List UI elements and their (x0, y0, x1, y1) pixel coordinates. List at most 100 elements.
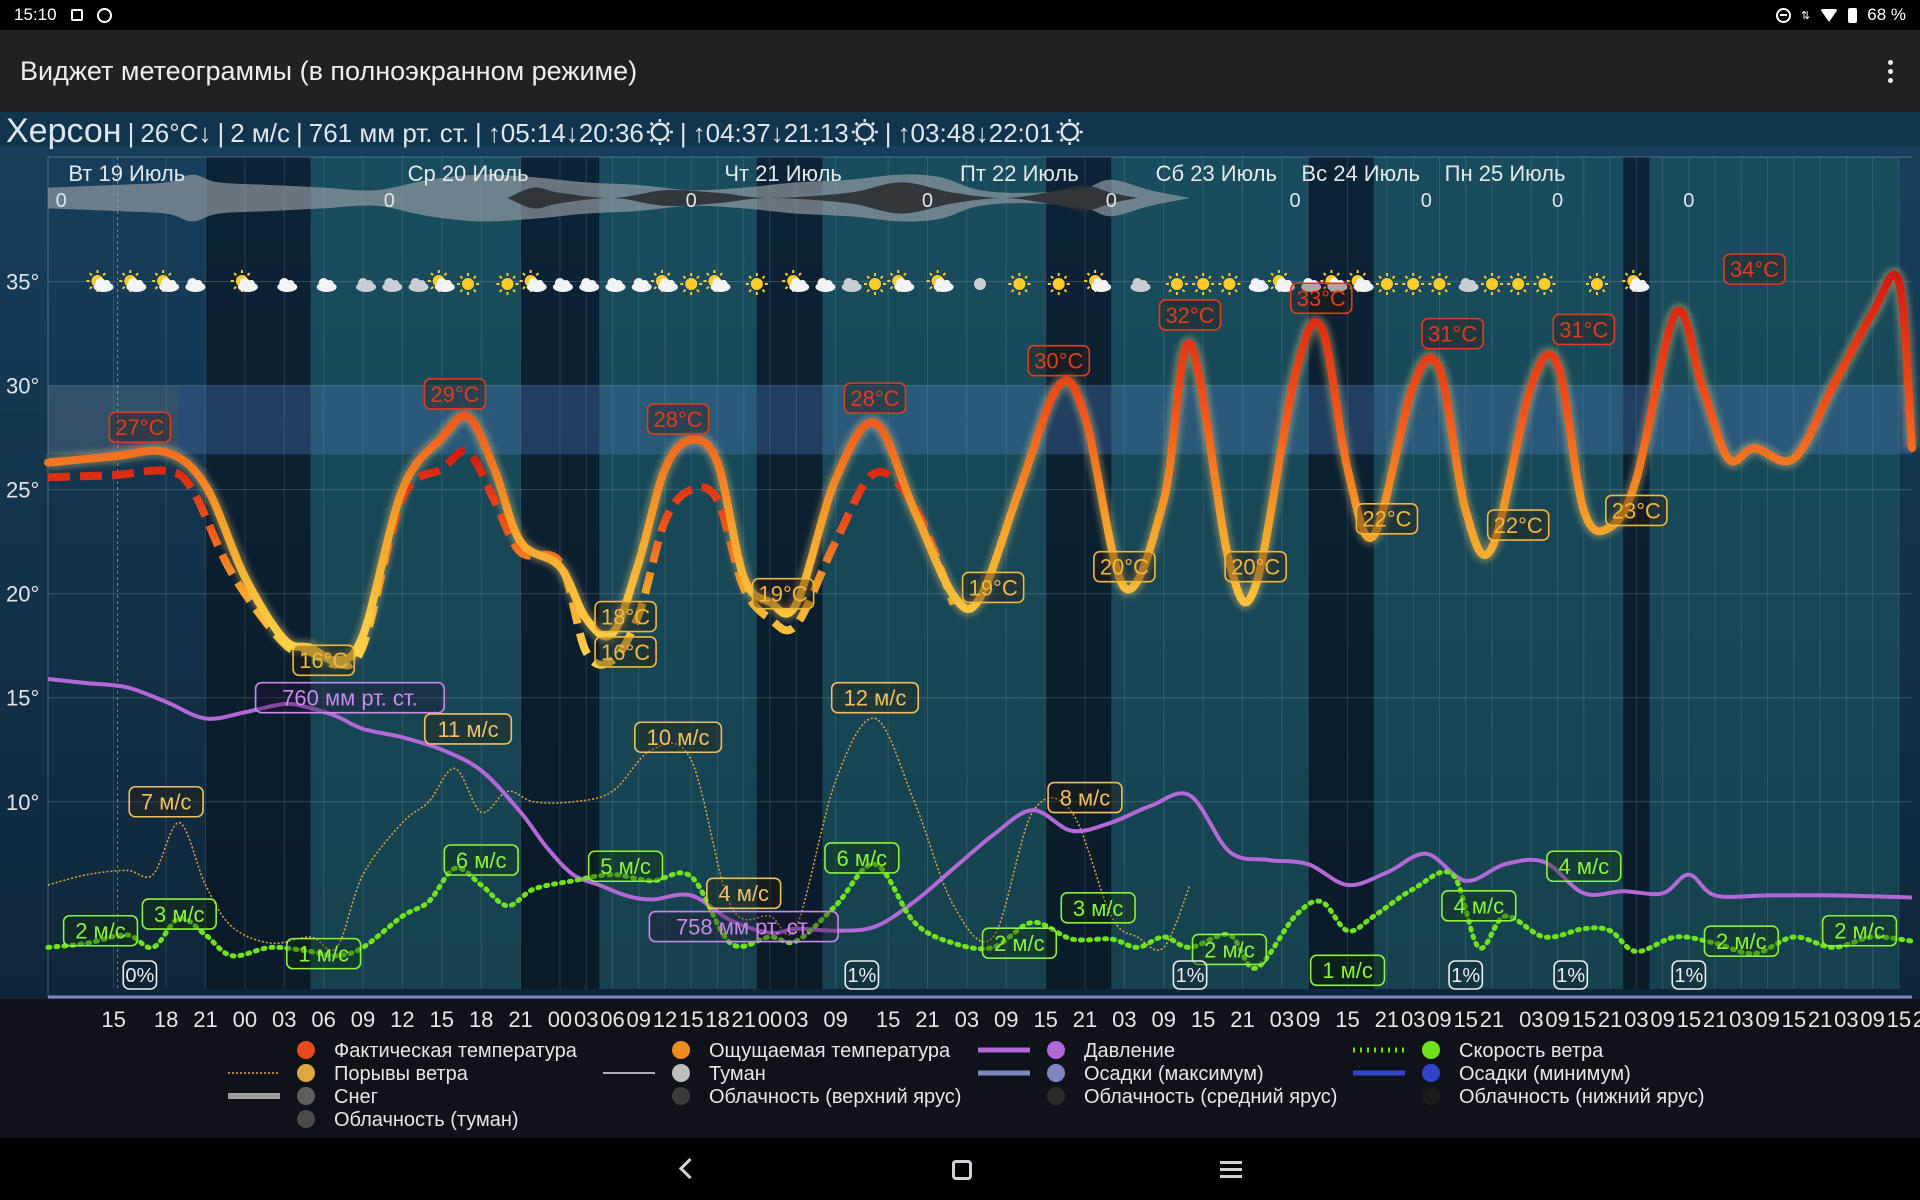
x-tick-label: 21 (193, 1007, 217, 1032)
x-tick-label: 21 (1073, 1007, 1097, 1032)
sun-ray (682, 288, 687, 293)
x-tick-label: 21 (1703, 1007, 1727, 1032)
x-tick-label: 15 (430, 1007, 454, 1032)
sun-ray (798, 272, 802, 277)
x-tick-label: 15 (1572, 1007, 1596, 1032)
sun-ray (866, 275, 871, 280)
x-tick-label: 21 (1375, 1007, 1399, 1032)
x-tick-label: 03 (1112, 1007, 1136, 1032)
back-button[interactable] (670, 1152, 706, 1186)
cloud-puff (798, 280, 807, 288)
day-band (1373, 157, 1624, 989)
wind-speed-label: 2 м/с (1834, 919, 1885, 944)
temperature-label: 19°C (759, 582, 808, 607)
day-label: Сб 23 Июль (1156, 161, 1277, 186)
sun-ray (430, 272, 434, 277)
sun-disc (1433, 278, 1446, 290)
temperature-label: 16°C (299, 648, 348, 673)
sun-ray (682, 275, 687, 280)
weather-icon-sunny-cloud (782, 270, 810, 292)
temperature-label-box (646, 403, 710, 435)
cloud-puff (1283, 280, 1292, 288)
sun-ray (1444, 275, 1448, 280)
sun-ray (1404, 275, 1409, 280)
temperature-label-box (961, 571, 1025, 604)
x-tick-label: 18 (469, 1007, 493, 1032)
sun-ray (719, 272, 723, 277)
weather-icon-cloudy-night (408, 278, 429, 292)
cloud-zero-label: 0 (56, 190, 67, 212)
weather-icon-partly-cloudy (887, 270, 915, 292)
current-wind: 2 м/с (230, 118, 290, 148)
x-tick-label: 15 (1782, 1007, 1806, 1032)
weather-icon-cloudy (185, 278, 206, 292)
day-band (1649, 157, 1899, 989)
temperature-label-box (1552, 313, 1616, 346)
weather-icon-sunny (1480, 273, 1503, 295)
wind-speed-label-box (443, 844, 519, 876)
wind-speed-label: 6 м/с (837, 846, 888, 871)
day-label: Вс 24 Июль (1301, 161, 1420, 186)
wind-speed-label-box (1821, 914, 1898, 947)
sun-ray (1208, 288, 1212, 293)
weather-icon-sunny (1192, 273, 1215, 295)
cloud-puff (391, 280, 400, 288)
temperature-label-box (423, 378, 487, 410)
sun-ray (154, 285, 159, 290)
cloud-puff (561, 280, 570, 288)
sun-ray (649, 138, 654, 143)
wind-speed-label-box (141, 898, 217, 930)
wind-speed-label: 4 м/с (1559, 854, 1610, 879)
sun-ray (473, 275, 477, 280)
precip-label-box (1172, 960, 1208, 990)
x-tick-label: 09 (1545, 1007, 1569, 1032)
sun-disc (1170, 278, 1183, 290)
sun-ray (870, 121, 875, 126)
more-vert-icon[interactable] (1888, 60, 1894, 84)
weather-icon-cloudy-night (382, 278, 403, 292)
pressure-label-box (254, 681, 446, 714)
sun-ray (1588, 288, 1593, 293)
moon-disc (974, 278, 986, 290)
sun-ray (870, 138, 875, 143)
sun-ray (929, 285, 933, 290)
sun-ray (854, 138, 859, 143)
wind-speed-label: 3 м/с (154, 902, 205, 927)
sun-ray (522, 285, 526, 290)
sun-ray (1549, 288, 1553, 293)
precip-label: 0% (125, 965, 154, 987)
temperature-label-box (292, 644, 355, 677)
cloud-puff (719, 280, 728, 288)
sun-ray (653, 285, 658, 290)
gust-label-box (423, 713, 513, 745)
battery-level: 68 % (1867, 5, 1906, 24)
legend-dot (1422, 1087, 1440, 1105)
cloud-puff (443, 280, 452, 288)
x-tick-label: 21 (731, 1007, 755, 1032)
x-tick-label: 09 (1650, 1007, 1674, 1032)
weather-icon-sunny (457, 273, 480, 295)
y-tick-label: 35° (6, 270, 39, 295)
legend-label: Снег (334, 1086, 378, 1108)
recent-apps-button[interactable] (1214, 1152, 1250, 1186)
sun-ray (473, 288, 477, 293)
weather-icon-sunny (1375, 273, 1398, 295)
sun-icon (650, 122, 670, 142)
cloud-zero-label: 0 (1421, 190, 1432, 212)
temperature-label-box (1027, 344, 1091, 377)
sun-disc (1590, 278, 1603, 290)
precip-label-box (122, 960, 158, 990)
y-tick-label: 20° (6, 582, 39, 607)
weather-icon-cloudy (579, 278, 600, 292)
y-tick-label: 25° (6, 478, 39, 503)
sun-ray (1075, 138, 1080, 143)
cloud-puff (535, 280, 544, 288)
wind-speed-label: 1 м/с (1322, 958, 1373, 983)
meteogram-chart[interactable]: 35° 30° 25° 20° 15° 10° 0 0 0 0 0 0 0 0 0 Вт 19 Июль Ср… (0, 112, 1920, 1138)
sun-ray (1063, 275, 1068, 280)
cloud-puff (588, 280, 597, 288)
weather-icon-sunny (1428, 273, 1451, 295)
cloud-puff (903, 280, 912, 288)
home-button[interactable] (943, 1152, 979, 1186)
sun-ray (1168, 275, 1172, 280)
